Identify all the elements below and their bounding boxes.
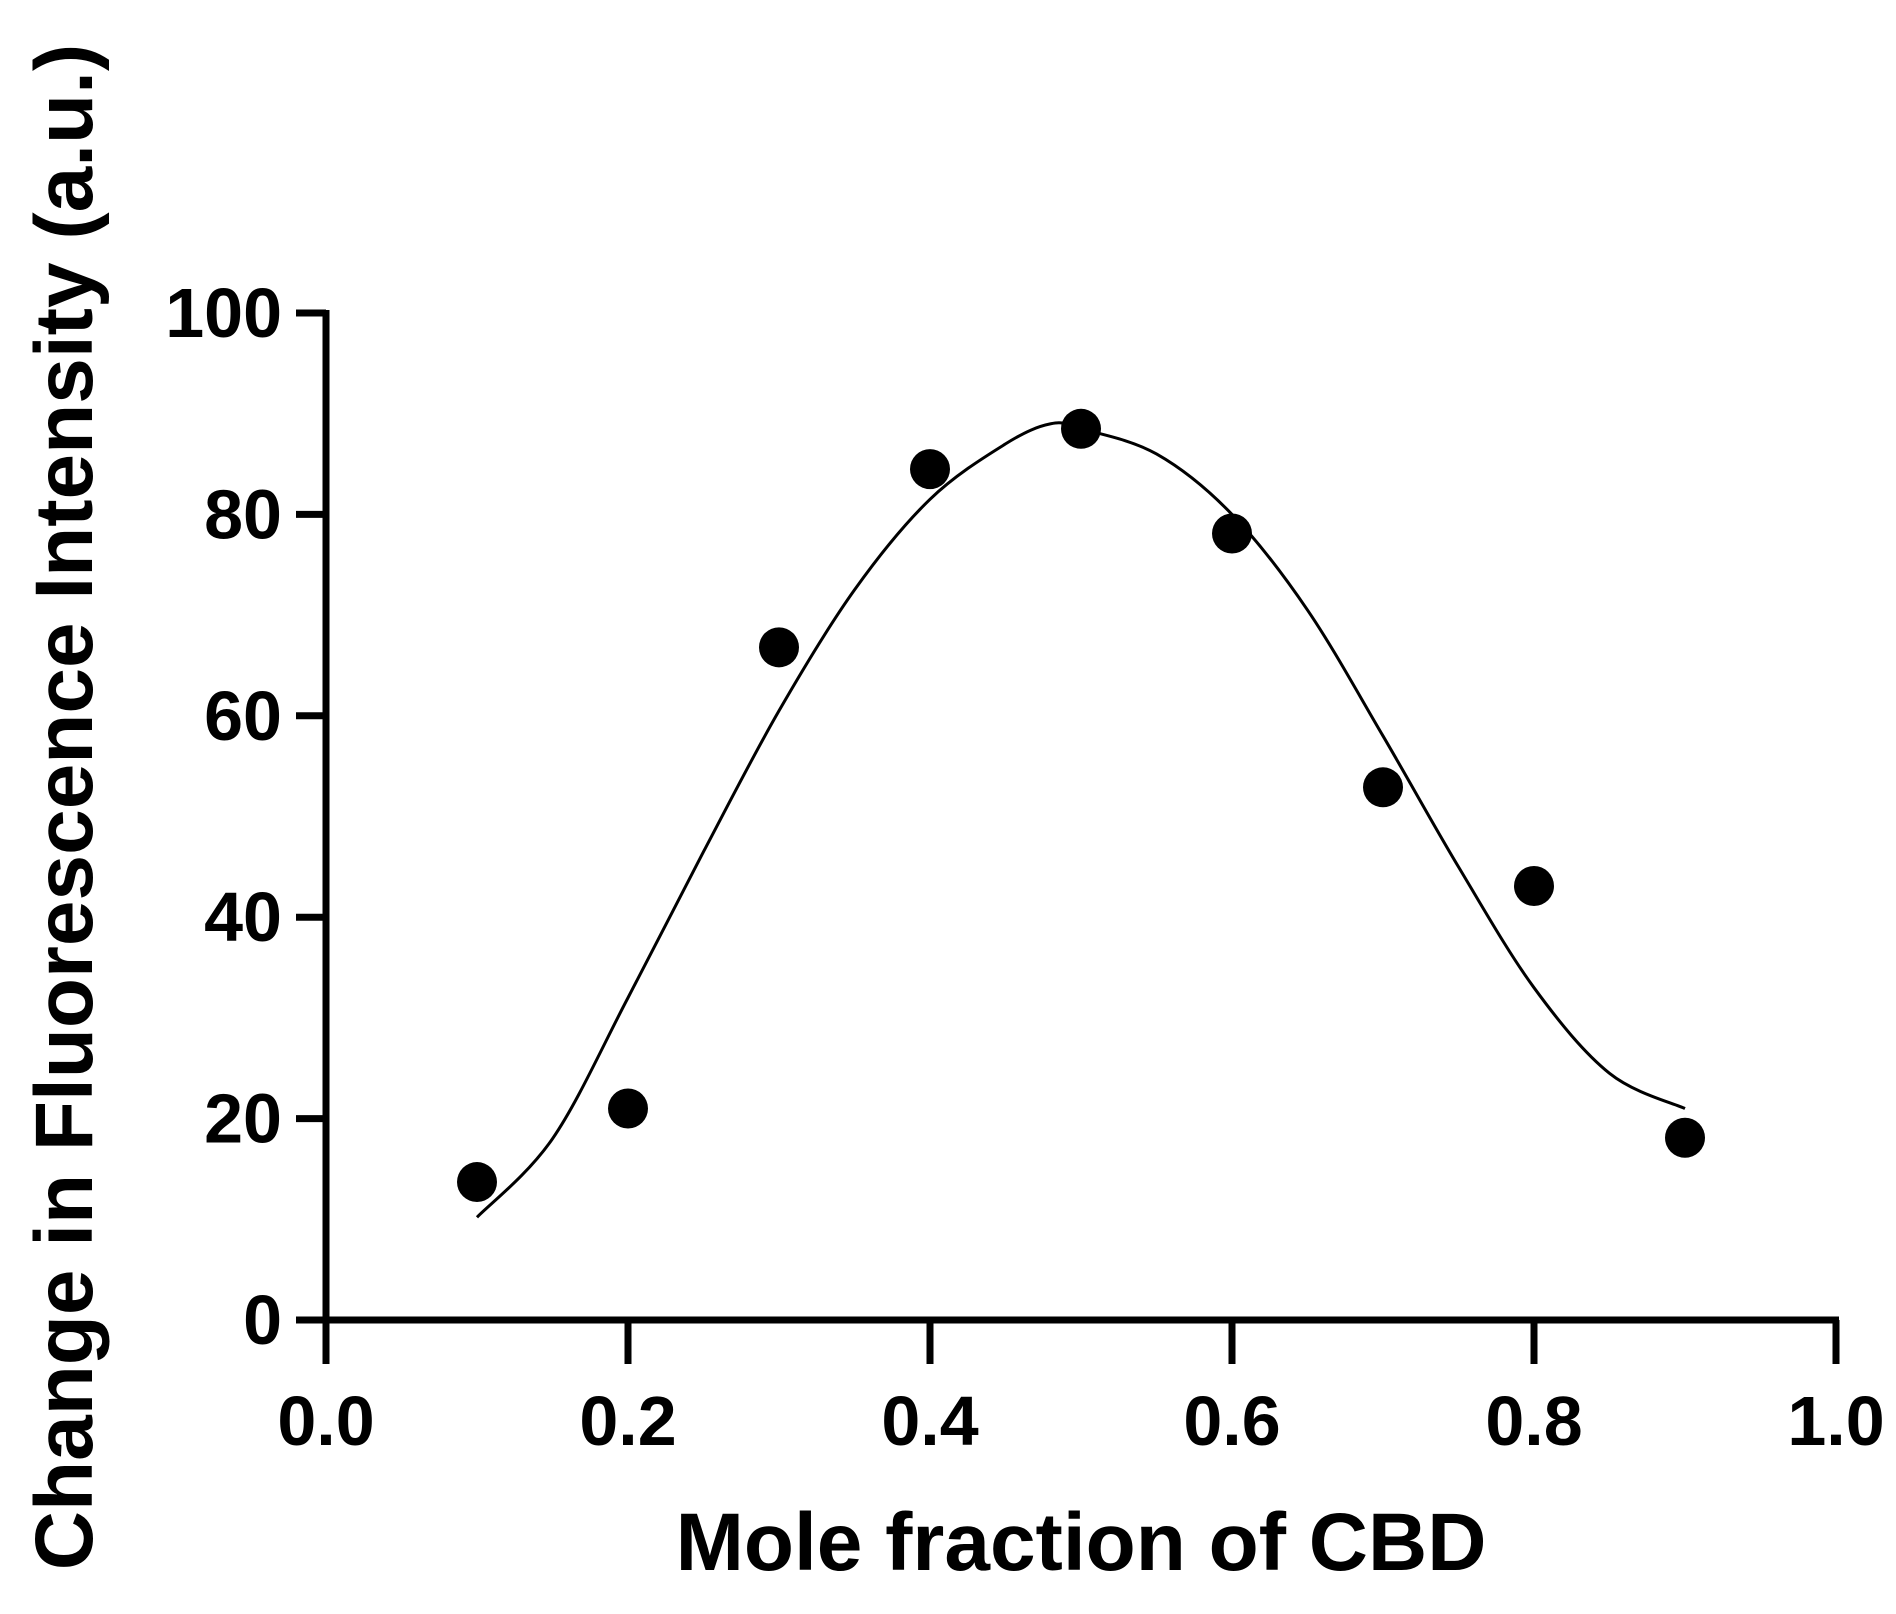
y-tick-label: 40 bbox=[204, 878, 282, 956]
y-tick-label: 20 bbox=[204, 1080, 282, 1158]
x-tick-label: 0.4 bbox=[881, 1382, 978, 1460]
x-axis-title: Mole fraction of CBD bbox=[676, 1497, 1487, 1588]
data-point bbox=[1514, 865, 1554, 906]
data-point bbox=[457, 1162, 497, 1203]
data-point bbox=[1061, 408, 1101, 449]
data-point bbox=[759, 627, 799, 668]
y-tick-label: 0 bbox=[243, 1281, 282, 1359]
ticks: 0 20 40 60 80 100 0.0 0.2 0.4 0.6 0.8 1.0 bbox=[165, 274, 1884, 1460]
x-tick-label: 0.0 bbox=[277, 1382, 374, 1460]
plot-area bbox=[457, 408, 1705, 1219]
x-tick-label: 0.8 bbox=[1485, 1382, 1582, 1460]
data-point bbox=[608, 1088, 648, 1129]
data-point bbox=[1212, 513, 1252, 554]
data-point bbox=[1363, 767, 1403, 808]
x-tick-label: 1.0 bbox=[1787, 1382, 1884, 1460]
data-point bbox=[910, 449, 950, 490]
y-tick-label: 80 bbox=[204, 475, 282, 553]
y-tick-label: 60 bbox=[204, 677, 282, 755]
data-point bbox=[1665, 1117, 1705, 1158]
x-tick-label: 0.2 bbox=[579, 1382, 676, 1460]
axes bbox=[322, 310, 1839, 1324]
y-axis-title: Change in Fluorescence Intensity (a.u.) bbox=[19, 44, 110, 1570]
x-tick-label: 0.6 bbox=[1183, 1382, 1280, 1460]
y-tick-label: 100 bbox=[165, 274, 282, 352]
fit-curve bbox=[475, 421, 1686, 1219]
